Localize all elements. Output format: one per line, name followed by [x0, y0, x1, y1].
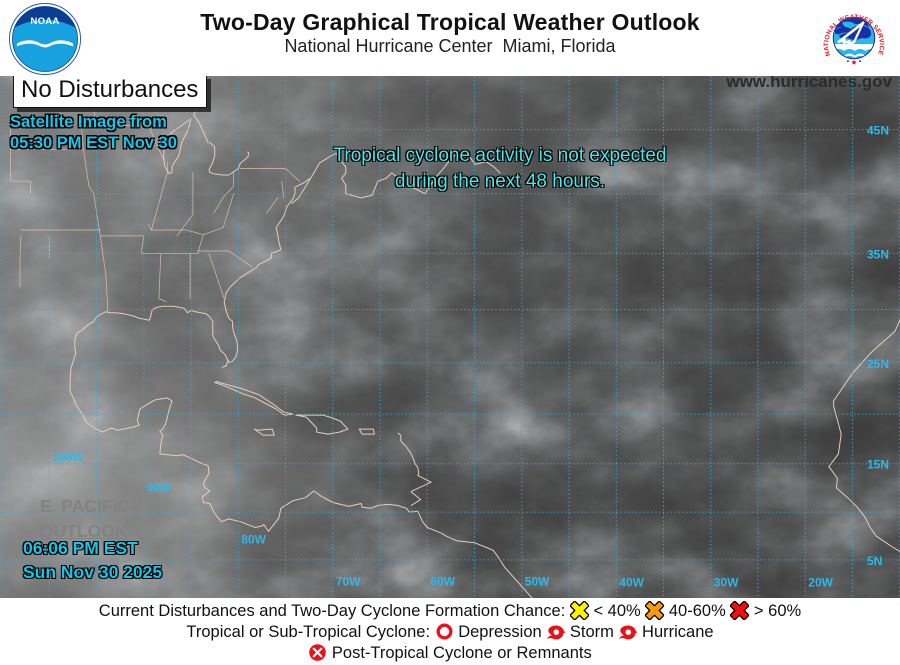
svg-text:80W: 80W	[241, 532, 266, 546]
svg-text:20W: 20W	[808, 575, 833, 589]
svg-text:15N: 15N	[867, 458, 889, 472]
svg-text:40W: 40W	[619, 575, 644, 589]
svg-text:30W: 30W	[714, 575, 739, 589]
svg-text:60W: 60W	[430, 575, 455, 589]
svg-text:100W: 100W	[52, 450, 84, 464]
svg-text:70W: 70W	[336, 575, 361, 589]
svg-text:5N: 5N	[867, 554, 882, 568]
svg-text:NOAA: NOAA	[30, 16, 59, 27]
svg-text:25N: 25N	[867, 357, 889, 371]
svg-text:35N: 35N	[867, 247, 889, 261]
svg-text:90W: 90W	[147, 481, 172, 495]
svg-text:50W: 50W	[525, 575, 550, 589]
svg-text:45N: 45N	[867, 124, 889, 138]
